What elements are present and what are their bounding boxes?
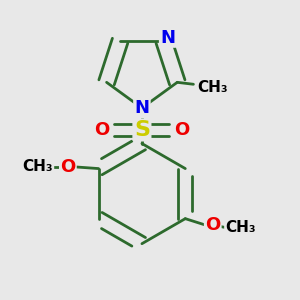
Text: S: S: [134, 120, 150, 140]
Text: CH₃: CH₃: [22, 160, 53, 175]
Text: CH₃: CH₃: [225, 220, 256, 235]
Text: N: N: [134, 99, 149, 117]
Text: CH₃: CH₃: [197, 80, 228, 95]
Text: O: O: [94, 121, 110, 139]
Text: O: O: [174, 121, 189, 139]
Text: N: N: [160, 28, 175, 46]
Text: O: O: [205, 216, 220, 234]
Text: O: O: [60, 158, 76, 176]
